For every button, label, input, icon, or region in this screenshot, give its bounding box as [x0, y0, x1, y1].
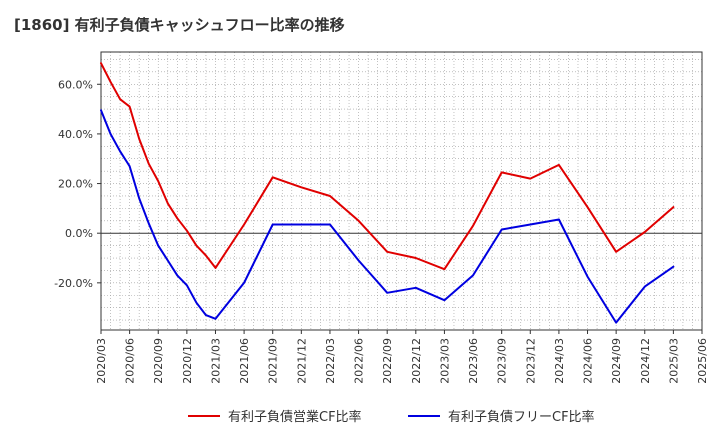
series-line-2 [100, 109, 675, 324]
x-tick-label: 2024/03 [553, 338, 566, 384]
x-tick-label: 2023/06 [467, 338, 480, 384]
x-tick-label: 2022/09 [381, 338, 394, 384]
plot-frame [100, 51, 703, 331]
x-tick-label: 2020/06 [124, 338, 137, 384]
x-tick-label: 2020/09 [152, 338, 165, 384]
x-tick-label: 2020/03 [95, 338, 108, 384]
grid [101, 52, 702, 330]
x-tick-label: 2022/12 [410, 338, 423, 384]
x-tick-label: 2023/09 [496, 338, 509, 384]
x-tick-label: 2024/06 [582, 338, 595, 384]
x-tick-label: 2020/12 [181, 338, 194, 384]
plot-area [101, 52, 702, 330]
y-tick-label: 60.0% [58, 78, 93, 91]
series-line-1 [100, 62, 675, 271]
x-tick-label: 2025/03 [667, 338, 680, 384]
series-lines [100, 62, 675, 324]
axes: 60.0% 40.0% 20.0% 0.0% -20.0% 2020/03 2020/06 2… [54, 51, 709, 384]
x-tick-label: 2021/06 [238, 338, 251, 384]
y-tick-label: 0.0% [65, 227, 93, 240]
x-tick-label: 2022/06 [353, 338, 366, 384]
x-tick-label: 2021/03 [209, 338, 222, 384]
legend: 有利子負債営業CF比率 有利子負債フリーCF比率 [188, 409, 595, 425]
y-tick-label: 20.0% [58, 178, 93, 191]
x-tick-label: 2021/12 [295, 338, 308, 384]
x-tick-label: 2024/09 [610, 338, 623, 384]
y-tick-label: 40.0% [58, 128, 93, 141]
x-tick-label: 2024/12 [639, 338, 652, 384]
legend-label-2: 有利子負債フリーCF比率 [448, 409, 595, 425]
x-tick-label: 2023/12 [524, 338, 537, 384]
y-tick-label: -20.0% [54, 277, 93, 290]
x-tick-label: 2025/06 [696, 338, 709, 384]
chart-title: [1860] 有利子負債キャッシュフロー比率の推移 [14, 16, 345, 34]
x-tick-label: 2021/09 [267, 338, 280, 384]
x-tick-label: 2023/03 [438, 338, 451, 384]
legend-label-1: 有利子負債営業CF比率 [228, 409, 362, 425]
x-tick-label: 2022/03 [324, 338, 337, 384]
